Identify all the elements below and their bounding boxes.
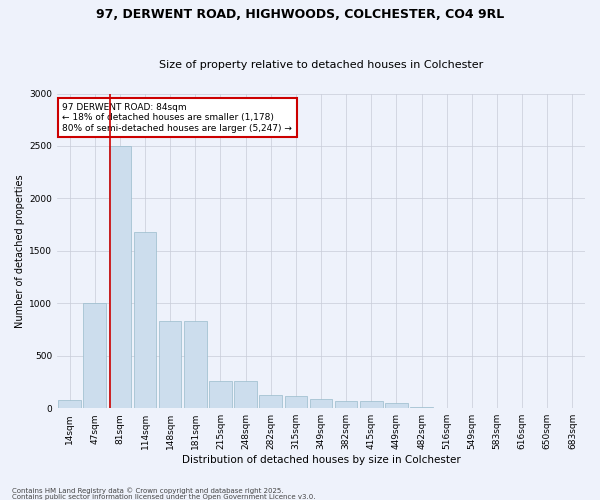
Bar xyxy=(83,304,106,408)
Bar xyxy=(284,396,307,408)
Bar xyxy=(159,321,181,408)
Bar xyxy=(259,394,282,408)
Text: Contains public sector information licensed under the Open Government Licence v3: Contains public sector information licen… xyxy=(12,494,316,500)
Bar xyxy=(209,381,232,408)
Bar xyxy=(310,399,332,408)
Text: 97, DERWENT ROAD, HIGHWOODS, COLCHESTER, CO4 9RL: 97, DERWENT ROAD, HIGHWOODS, COLCHESTER,… xyxy=(96,8,504,20)
Bar xyxy=(184,321,206,408)
Title: Size of property relative to detached houses in Colchester: Size of property relative to detached ho… xyxy=(159,60,483,70)
Bar xyxy=(234,381,257,408)
Bar xyxy=(385,404,408,408)
Bar xyxy=(58,400,81,408)
Text: Contains HM Land Registry data © Crown copyright and database right 2025.: Contains HM Land Registry data © Crown c… xyxy=(12,487,284,494)
Text: 97 DERWENT ROAD: 84sqm
← 18% of detached houses are smaller (1,178)
80% of semi-: 97 DERWENT ROAD: 84sqm ← 18% of detached… xyxy=(62,103,292,132)
Bar xyxy=(134,232,157,408)
Bar xyxy=(335,401,358,408)
Bar xyxy=(360,401,383,408)
Y-axis label: Number of detached properties: Number of detached properties xyxy=(15,174,25,328)
X-axis label: Distribution of detached houses by size in Colchester: Distribution of detached houses by size … xyxy=(182,455,460,465)
Bar xyxy=(109,146,131,408)
